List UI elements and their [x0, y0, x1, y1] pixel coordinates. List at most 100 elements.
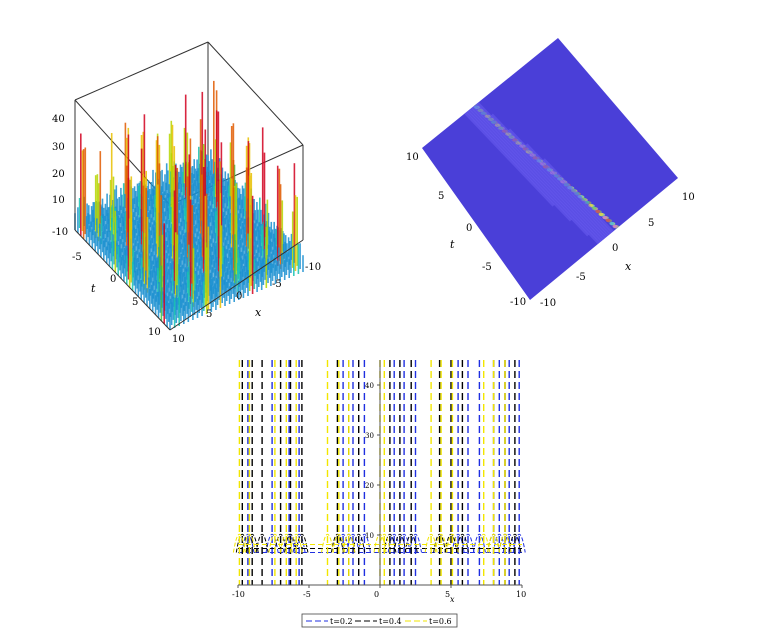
- series-bump: [461, 533, 475, 553]
- x-tick-label: 10: [172, 334, 185, 345]
- x-tick-label: 5: [648, 218, 654, 229]
- density-blob: [658, 263, 664, 268]
- density-blob: [463, 96, 469, 100]
- t-tick-label: 0: [466, 223, 472, 234]
- density-blob: [412, 52, 417, 55]
- density-blob: [634, 243, 640, 247]
- density-blob: [624, 234, 630, 238]
- density-blob: [443, 79, 449, 83]
- series-bump: [502, 533, 516, 553]
- density-blob: [617, 228, 623, 232]
- density-blob: [598, 212, 604, 216]
- t-tick-label: 10: [148, 327, 161, 338]
- density-blob: [425, 64, 431, 68]
- series-bump: [498, 533, 512, 553]
- density-blob: [612, 224, 618, 228]
- series-bump: [352, 533, 366, 553]
- density-stripe: [422, 38, 572, 222]
- density-blob: [460, 93, 466, 97]
- density-blob: [631, 240, 637, 244]
- t-tick-label: -5: [72, 252, 82, 263]
- t-axis-label: t: [91, 282, 96, 295]
- density-blob: [432, 70, 438, 74]
- density-blob: [450, 84, 456, 89]
- density-stripe: [422, 38, 590, 237]
- density-blob: [697, 297, 700, 300]
- series-bump: [342, 533, 356, 553]
- density-blob: [422, 61, 428, 65]
- density-blob: [626, 236, 632, 240]
- density-blob: [446, 82, 452, 86]
- series-bump: [235, 533, 249, 553]
- density-blob: [675, 278, 678, 282]
- series-bump: [487, 533, 501, 553]
- x-tick-label: 0: [612, 243, 618, 254]
- series-bump: [265, 533, 279, 553]
- density-blob: [683, 285, 688, 288]
- x-axis-label: x: [450, 595, 455, 604]
- line-series: [232, 360, 526, 585]
- x-tick-label: 10: [682, 192, 695, 203]
- density-blob: [641, 248, 647, 253]
- x-axis-label: x: [625, 260, 632, 273]
- density-blob: [453, 87, 459, 91]
- series-bump: [434, 533, 448, 553]
- t-tick-label: 0: [110, 274, 116, 285]
- t-tick-label: -10: [510, 297, 526, 308]
- density-blob: [630, 240, 636, 244]
- density-blob: [651, 257, 657, 262]
- y-tick-label: 10: [365, 532, 374, 540]
- x-axis: 10 5 0 -5 -10 x: [172, 262, 321, 345]
- density-blob: [672, 275, 678, 279]
- series-bump: [424, 533, 438, 553]
- series-bump: [245, 533, 259, 553]
- legend-label: t=0.4: [379, 617, 402, 626]
- density-blob: [661, 266, 667, 270]
- density-blob: [638, 246, 644, 250]
- series-bump: [292, 533, 306, 553]
- density-blob: [627, 236, 633, 241]
- surface-spikes: [74, 80, 304, 330]
- density-blob: [679, 282, 684, 285]
- series-bump: [321, 533, 334, 553]
- y-tick-label: 30: [365, 432, 374, 440]
- density-blob: [616, 227, 622, 231]
- series-bump: [274, 533, 288, 553]
- series-bump: [383, 533, 397, 553]
- series-bump: [241, 533, 255, 553]
- density-t-axis: 10 5 0 -5 -10 t: [406, 152, 526, 308]
- density-blob: [640, 248, 646, 252]
- density-blob: [690, 291, 695, 294]
- series-bump: [242, 533, 256, 553]
- series-bump: [445, 533, 459, 553]
- legend: t=0.2 t=0.4 t=0.6: [301, 613, 458, 628]
- density-blob: [647, 254, 653, 258]
- density-blob: [655, 261, 661, 265]
- density-blob: [630, 239, 636, 243]
- density-blob: [605, 218, 611, 222]
- density-blob: [644, 251, 650, 256]
- series-bump: [455, 533, 469, 553]
- x-tick-label: 0: [374, 590, 379, 599]
- series-bump: [472, 533, 486, 553]
- density-blob: [655, 260, 661, 264]
- line-plot: -10 -5 0 5 10 10 20 30 40 x t=0.2 t=0.4 t=0.6: [232, 360, 526, 628]
- density-blob: [693, 294, 698, 297]
- surface-3d-plot: 40 30 20 10 -10 -5 0 5 10 t 10 5 0 -5 -1…: [52, 41, 321, 345]
- line-ticks: -10 -5 0 5 10 10 20 30 40: [232, 382, 526, 599]
- density-blob: [602, 215, 608, 220]
- density-blob: [446, 81, 452, 85]
- density-blob: [619, 230, 625, 234]
- density-blob: [621, 231, 627, 235]
- density-blob: [676, 278, 678, 282]
- density-blob: [620, 231, 626, 235]
- t-tick-label: -5: [482, 262, 492, 273]
- density-blob: [637, 245, 643, 250]
- density-blob: [422, 58, 424, 62]
- series-bump: [295, 533, 309, 553]
- density-blob: [648, 255, 654, 259]
- series-bump: [336, 533, 350, 553]
- t-tick-label: 10: [406, 152, 419, 163]
- density-blob: [429, 67, 435, 71]
- z-tick-label: 20: [52, 169, 65, 180]
